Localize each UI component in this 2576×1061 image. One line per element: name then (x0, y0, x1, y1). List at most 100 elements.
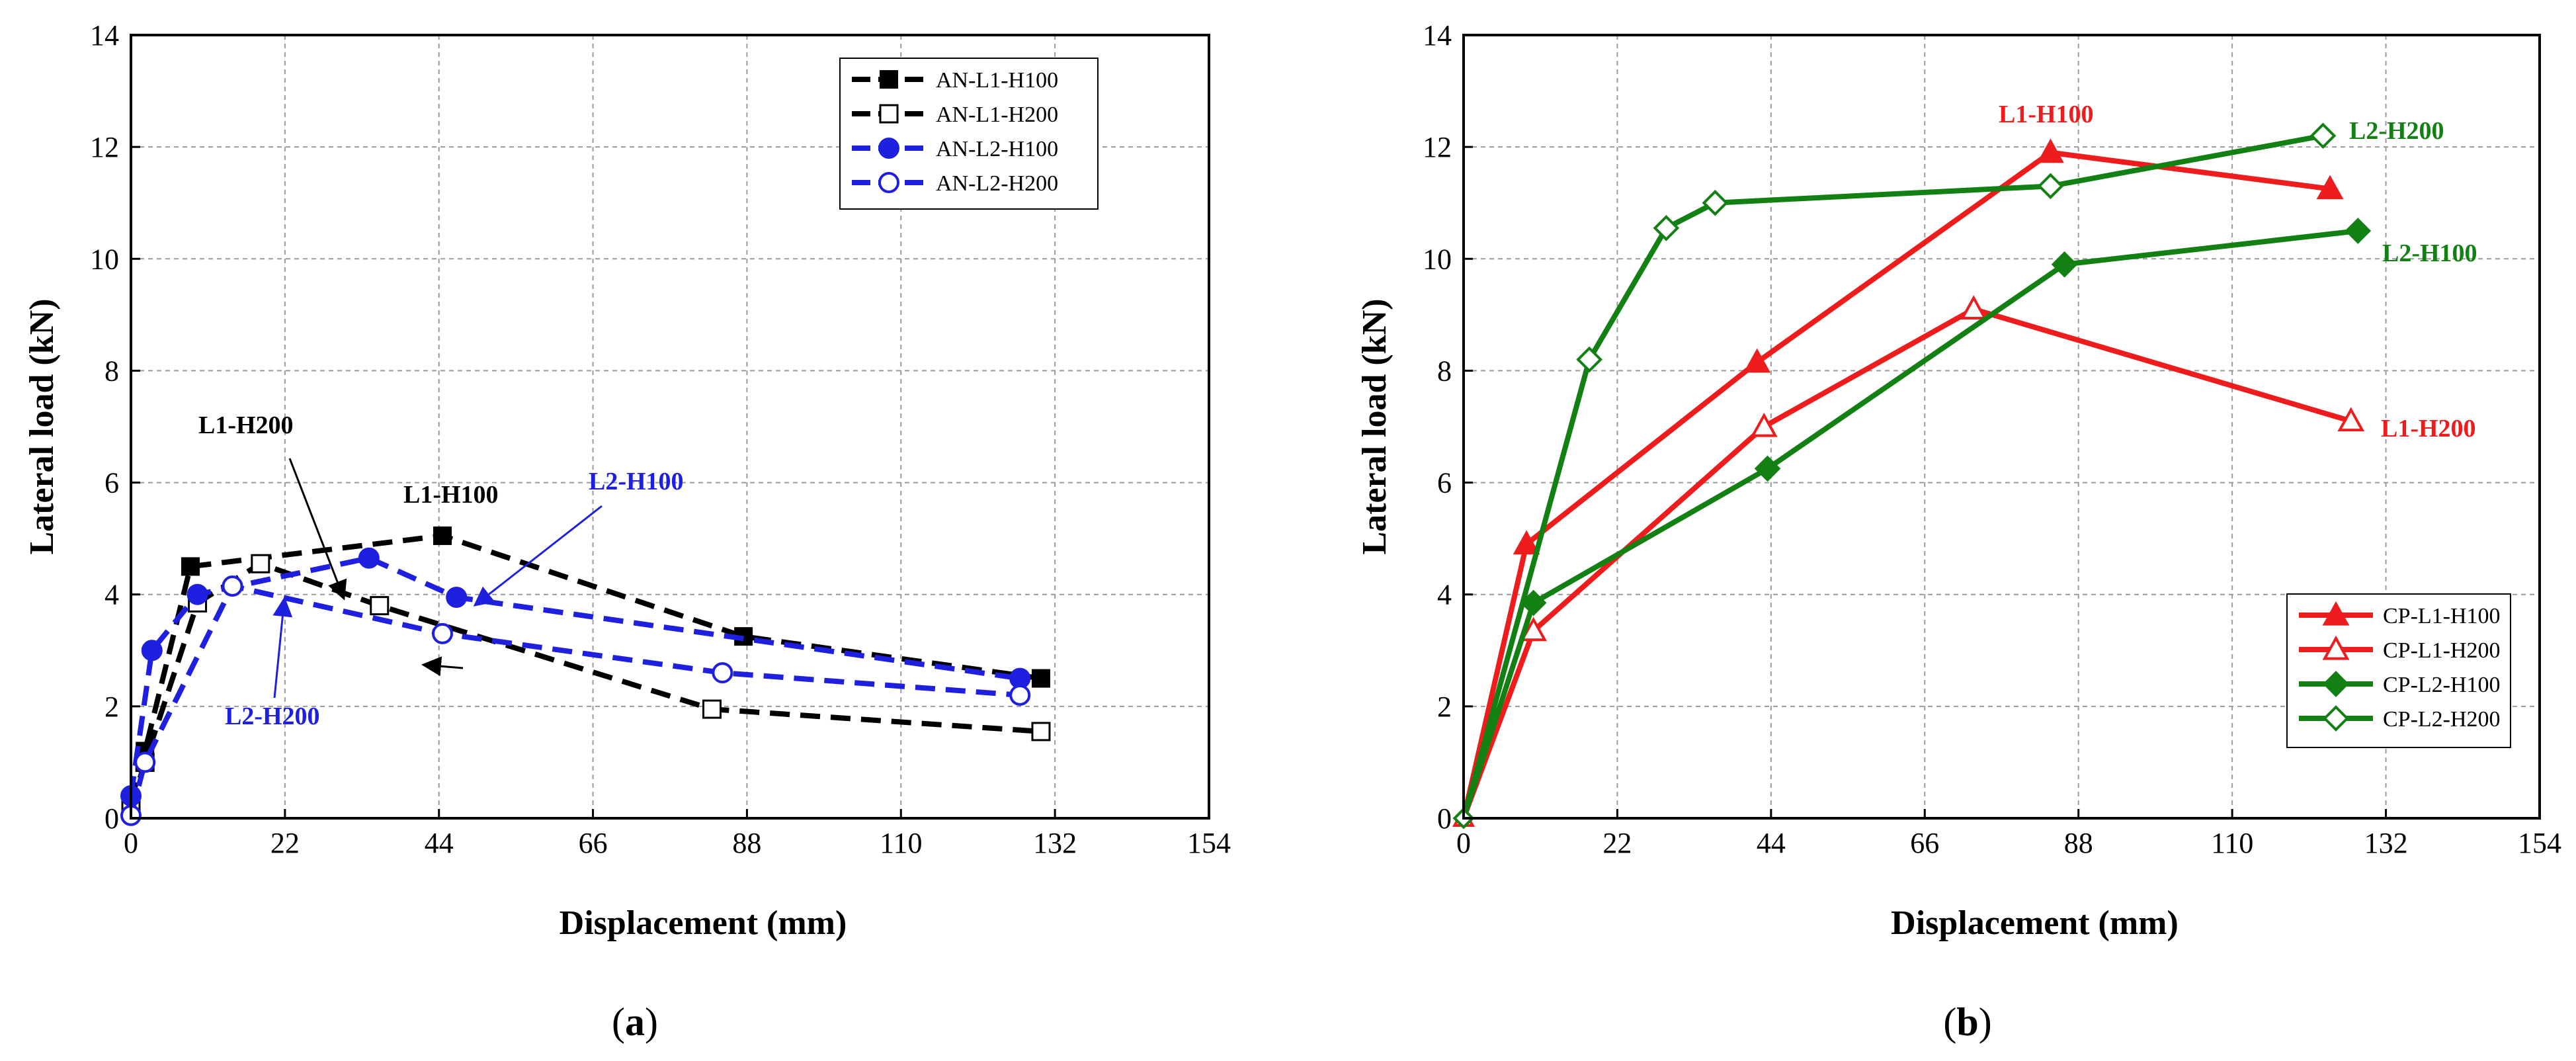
legend-item: CP-L1-H100 (2299, 601, 2501, 628)
x-axis-label: Displacement (mm) (1891, 904, 2179, 942)
y-tick-label: 8 (1437, 355, 1452, 387)
data-point-triangle (2322, 635, 2350, 660)
data-point-square (370, 596, 390, 616)
panel-label: (a) (612, 1000, 658, 1044)
data-point-square (251, 554, 270, 573)
data-point-circle (712, 662, 733, 684)
data-point-circle (358, 547, 380, 569)
panel-label: (b) (1943, 1000, 1991, 1044)
x-tick-label: 66 (1910, 827, 1939, 859)
series-AN-L2-H100 (120, 547, 1031, 807)
series-line (128, 555, 1020, 796)
series-line (1461, 149, 2331, 819)
panel-paren-close: ) (1979, 1000, 1992, 1044)
y-axis-label: Lateral load (kN) (23, 298, 61, 554)
data-point-triangle (1520, 616, 1548, 642)
data-point-triangle (1960, 295, 1987, 319)
y-tick-label: 6 (104, 467, 119, 499)
y-tick-label: 14 (1423, 19, 1452, 52)
panel-paren-open: ( (612, 1000, 625, 1044)
data-point-square (702, 699, 722, 719)
y-tick-label: 12 (90, 131, 119, 163)
y-axis-label: Lateral load (kN) (1356, 298, 1393, 554)
x-tick-label: 132 (1033, 827, 1077, 859)
x-tick-label: 154 (1187, 827, 1231, 859)
legend-box (2286, 593, 2511, 748)
x-tick-label: 44 (1757, 827, 1786, 859)
legend-item: CP-L1-H200 (2299, 635, 2501, 663)
x-tick-label: 44 (425, 827, 454, 859)
data-point-circle (446, 586, 468, 608)
legend-label: CP-L1-H100 (2383, 604, 2501, 628)
data-point-diamond (2051, 251, 2078, 278)
data-point-square (879, 104, 899, 124)
legend-label: CP-L2-H200 (2383, 707, 2501, 732)
panel-paren-open: ( (1943, 1000, 1956, 1044)
data-point-circle (878, 172, 899, 193)
data-point-circle (222, 575, 243, 597)
legend-item: CP-L2-H200 (2299, 705, 2501, 732)
annotation-arrow (288, 458, 347, 601)
legend-item: AN-L2-H100 (852, 137, 1058, 161)
plot-frame (1462, 34, 2541, 820)
data-point-diamond (1754, 455, 1781, 482)
y-tick-label: 0 (1437, 802, 1452, 835)
data-point-circle (141, 640, 163, 661)
data-point-circle (134, 751, 156, 773)
x-tick-label: 110 (2211, 827, 2253, 859)
series-line (1461, 228, 2358, 820)
annotation-label: L2-H200 (225, 702, 320, 730)
data-point-diamond (1653, 214, 1680, 241)
annotation-label: L1-H200 (198, 411, 294, 439)
series-line (128, 532, 1042, 802)
x-axis-label: Displacement (mm) (560, 904, 847, 942)
x-tick-label: 88 (732, 827, 761, 859)
legend-label: CP-L1-H200 (2383, 638, 2501, 663)
data-point-diamond (2037, 173, 2064, 200)
y-tick-label: 8 (104, 355, 119, 387)
data-point-triangle (2037, 138, 2064, 163)
data-point-diamond (2323, 705, 2349, 732)
y-tick-label: 0 (104, 802, 119, 835)
series-line (128, 583, 1020, 816)
data-point-triangle (2316, 175, 2344, 200)
y-tick-label: 10 (1423, 243, 1452, 275)
annotation-arrow (421, 656, 464, 677)
y-tick-label: 14 (90, 19, 119, 52)
x-tick-label: 154 (2518, 827, 2561, 859)
x-tick-label: 110 (880, 827, 922, 859)
annotation-label: L2-H100 (589, 468, 684, 495)
data-point-square (880, 70, 898, 89)
legend-item: CP-L2-H100 (2299, 671, 2501, 697)
data-point-square (433, 526, 452, 545)
annotation-label: L2-H200 (2349, 117, 2444, 145)
data-point-triangle (2337, 407, 2365, 432)
legend-item: AN-L1-H200 (852, 103, 1058, 127)
data-point-circle (1009, 684, 1031, 706)
series-CP-L1-H200 (1452, 295, 2365, 827)
x-tick-label: 88 (2064, 827, 2093, 859)
data-point-diamond (1576, 346, 1602, 373)
x-tick-label: 0 (1456, 827, 1471, 859)
data-point-triangle (1750, 412, 1778, 437)
chart-panel-b: 0 22 44 66 88 110 132 154 0 2 4 6 8 10 12 14 Displacemen… (1356, 19, 2561, 1044)
annotation-label: L1-H100 (1999, 101, 2094, 128)
x-tick-label: 0 (124, 827, 138, 859)
y-tick-label: 2 (1437, 691, 1452, 723)
y-tick-label: 4 (1437, 579, 1452, 611)
data-point-triangle (2322, 601, 2350, 626)
x-tick-label: 132 (2364, 827, 2408, 859)
data-point-diamond (2309, 122, 2337, 149)
annotation-arrow (272, 597, 293, 699)
legend-label: AN-L2-H200 (936, 171, 1058, 196)
panel-paren-close: ) (645, 1000, 658, 1044)
legend-item: AN-L1-H100 (852, 68, 1058, 93)
legend: CP-L1-H100 CP-L1-H200 CP-L2-H100 CP-L2-H200 (2286, 593, 2511, 748)
legend: AN-L1-H100 AN-L1-H200 AN-L2-H100 AN-L2-H200 (839, 58, 1099, 210)
data-point-square (1031, 722, 1051, 742)
x-tick-label: 22 (1602, 827, 1632, 859)
data-point-diamond (2345, 218, 2372, 244)
legend-label: AN-L1-H100 (936, 68, 1058, 93)
series-line (1461, 133, 2324, 820)
